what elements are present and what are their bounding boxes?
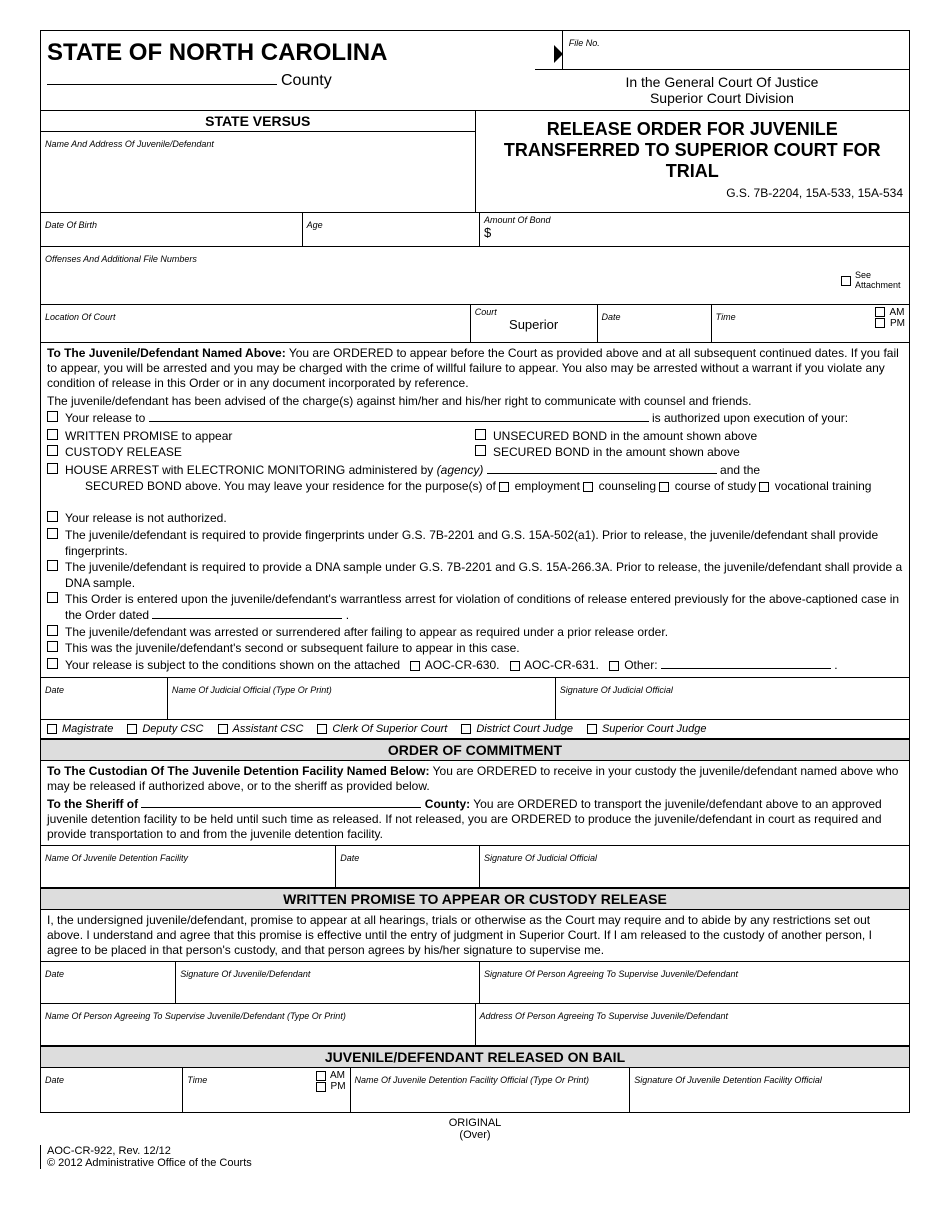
not-auth-checkbox[interactable]	[47, 511, 58, 522]
pm-label: PM	[890, 318, 905, 329]
district-checkbox[interactable]	[461, 724, 471, 734]
warrantless-checkbox[interactable]	[47, 592, 58, 603]
fingerprints-checkbox[interactable]	[47, 528, 58, 539]
vocational-checkbox[interactable]	[759, 482, 769, 492]
release-to-checkbox[interactable]	[47, 411, 58, 422]
second-fail-checkbox[interactable]	[47, 641, 58, 652]
bail-am-checkbox[interactable]	[316, 1071, 326, 1081]
court-label: Court	[475, 307, 593, 317]
fileno-arrow-icon	[554, 45, 563, 63]
date-label-3: Date	[340, 853, 359, 863]
aoc631-checkbox[interactable]	[510, 661, 520, 671]
see-attach-label: See Attachment	[855, 271, 905, 291]
date-label-4: Date	[45, 969, 64, 979]
aoc630-checkbox[interactable]	[410, 661, 420, 671]
bail-bar: JUVENILE/DEFENDANT RELEASED ON BAIL	[41, 1046, 909, 1068]
court-line2: Superior Court Division	[541, 90, 903, 106]
court-value: Superior	[475, 317, 593, 332]
original-label: ORIGINAL	[40, 1117, 910, 1129]
supervise-sig-label: Signature Of Person Agreeing To Supervis…	[484, 969, 738, 979]
promise-text: I, the undersigned juvenile/defendant, p…	[41, 910, 909, 962]
failing-checkbox[interactable]	[47, 625, 58, 636]
body-p2: The juvenile/defendant has been advised …	[47, 394, 903, 409]
over-label: (Over)	[40, 1129, 910, 1141]
juv-sig-label: Signature Of Juvenile/Defendant	[180, 969, 310, 979]
time-label-2: Time	[187, 1075, 207, 1085]
other-checkbox[interactable]	[609, 661, 619, 671]
court-line1: In the General Court Of Justice	[541, 74, 903, 90]
county-label: County	[281, 72, 332, 90]
bail-pm-checkbox[interactable]	[316, 1082, 326, 1092]
time-label: Time	[716, 312, 736, 322]
custody-release-checkbox[interactable]	[47, 445, 58, 456]
facility-name-label: Name Of Juvenile Detention Facility	[45, 853, 188, 863]
loc-court-label: Location Of Court	[45, 312, 116, 322]
am-checkbox[interactable]	[875, 307, 885, 317]
state-versus: STATE VERSUS	[41, 111, 475, 132]
state-title: STATE OF NORTH CAROLINA	[41, 31, 535, 69]
age-label: Age	[307, 220, 323, 230]
employment-checkbox[interactable]	[499, 482, 509, 492]
course-checkbox[interactable]	[659, 482, 669, 492]
commitment-bar: ORDER OF COMMITMENT	[41, 739, 909, 761]
secured-checkbox[interactable]	[475, 445, 486, 456]
assistant-checkbox[interactable]	[218, 724, 228, 734]
name-addr-label: Name And Address Of Juvenile/Defendant	[45, 139, 214, 149]
dollar: $	[484, 225, 905, 240]
body-p1-bold: To The Juvenile/Defendant Named Above:	[47, 346, 286, 360]
date-label-5: Date	[45, 1075, 64, 1085]
copyright: © 2012 Administrative Office of the Cour…	[47, 1157, 252, 1169]
am-label: AM	[889, 307, 904, 318]
conditions-checkbox[interactable]	[47, 658, 58, 669]
house-arrest-checkbox[interactable]	[47, 463, 58, 474]
offenses-label: Offenses And Additional File Numbers	[45, 254, 197, 264]
deputy-checkbox[interactable]	[127, 724, 137, 734]
dob-label: Date Of Birth	[45, 220, 97, 230]
supervise-addr-label: Address Of Person Agreeing To Supervise …	[480, 1011, 728, 1021]
fac-off-sig-label: Signature Of Juvenile Detention Facility…	[634, 1075, 822, 1085]
dna-checkbox[interactable]	[47, 560, 58, 571]
supervise-name-label: Name Of Person Agreeing To Supervise Juv…	[45, 1011, 346, 1021]
date-label-2: Date	[45, 685, 64, 695]
form-title: RELEASE ORDER FOR JUVENILE TRANSFERRED T…	[476, 111, 910, 184]
promise-bar: WRITTEN PROMISE TO APPEAR OR CUSTODY REL…	[41, 888, 909, 910]
date-label: Date	[602, 312, 621, 322]
county-input[interactable]	[47, 69, 277, 85]
clerk-checkbox[interactable]	[317, 724, 327, 734]
official-name-label: Name Of Judicial Official (Type Or Print…	[172, 685, 332, 695]
unsecured-checkbox[interactable]	[475, 429, 486, 440]
official-sig-label: Signature Of Judicial Official	[560, 685, 673, 695]
counseling-checkbox[interactable]	[583, 482, 593, 492]
form-id: AOC-CR-922, Rev. 12/12	[47, 1145, 252, 1157]
official-sig-label-2: Signature Of Judicial Official	[484, 853, 597, 863]
written-promise-checkbox[interactable]	[47, 429, 58, 440]
fac-off-name-label: Name Of Juvenile Detention Facility Offi…	[355, 1075, 589, 1085]
magistrate-checkbox[interactable]	[47, 724, 57, 734]
gs-cite: G.S. 7B-2204, 15A-533, 15A-534	[476, 184, 910, 203]
pm-checkbox[interactable]	[875, 318, 885, 328]
see-attach-checkbox[interactable]	[841, 276, 851, 286]
bond-label: Amount Of Bond	[484, 215, 905, 225]
fileno-label: File No.	[569, 38, 600, 48]
superior-checkbox[interactable]	[587, 724, 597, 734]
